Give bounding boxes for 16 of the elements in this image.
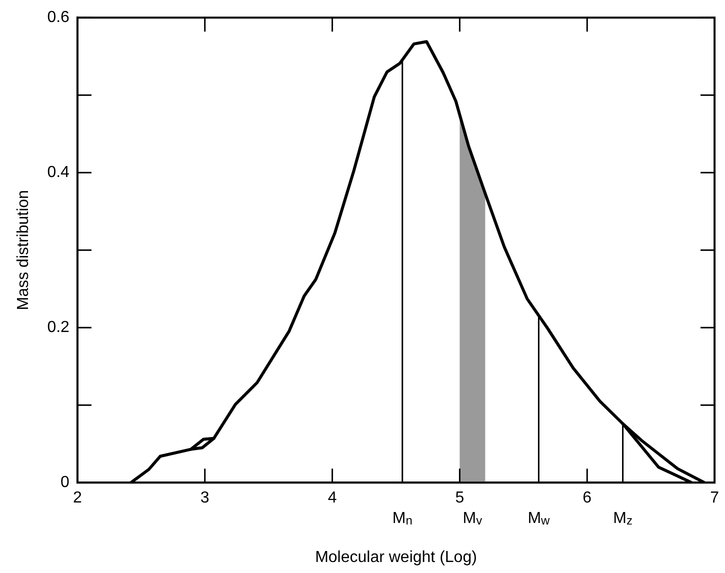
x-axis-title: Molecular weight (Log)	[315, 548, 477, 566]
band-label: Mv	[462, 510, 482, 528]
ref-line-label: Mw	[528, 510, 550, 528]
x-tick-label: 2	[72, 490, 82, 507]
x-tick-label: 4	[328, 490, 337, 507]
ref-line-label: Mn	[392, 510, 412, 528]
y-tick-label: 0.6	[47, 9, 70, 26]
y-tick-label: 0.2	[47, 319, 70, 336]
x-tick-label: 3	[200, 490, 210, 507]
ref-line-label: Mz	[613, 510, 632, 528]
y-tick-label: 0	[60, 474, 70, 492]
y-axis-title: Mass distribution	[15, 190, 32, 310]
x-tick-label: 6	[582, 490, 592, 507]
x-tick-label: 7	[710, 490, 720, 507]
x-tick-label: 5	[455, 490, 464, 507]
y-tick-label: 0.4	[47, 164, 70, 182]
